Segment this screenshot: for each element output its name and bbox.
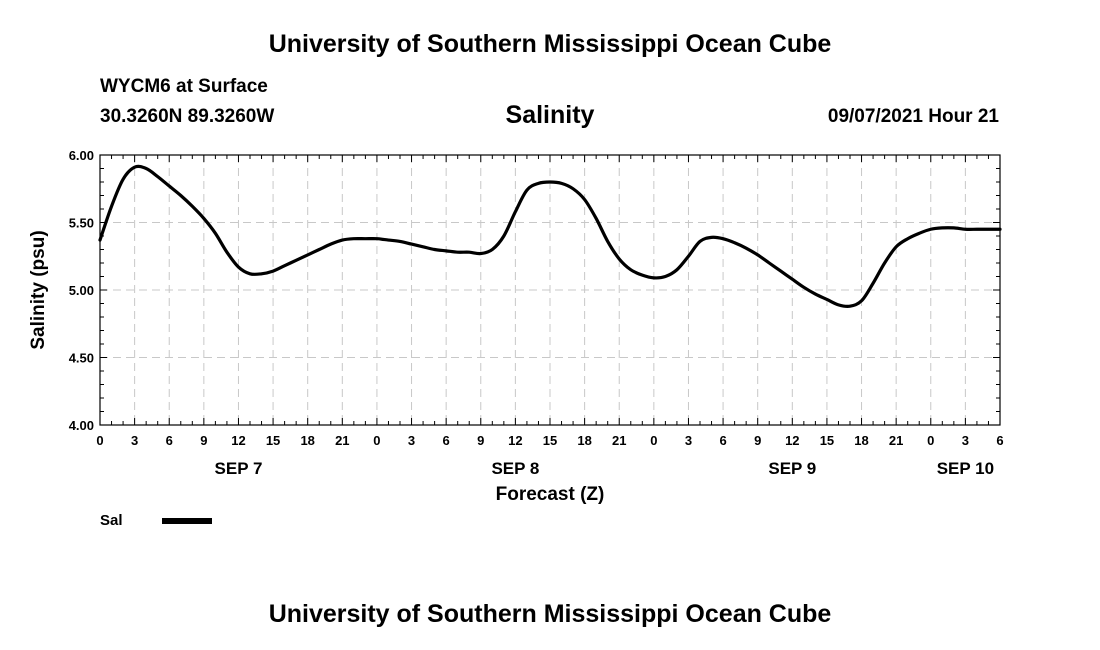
x-tick-label: 6 [166,433,173,448]
y-tick-label: 6.00 [69,148,94,163]
x-tick-label: 3 [685,433,692,448]
x-tick-label: 6 [443,433,450,448]
station-coords: 30.3260N 89.3260W [100,106,275,127]
x-tick-label: 3 [408,433,415,448]
x-tick-label: 21 [335,433,349,448]
x-tick-label: 6 [719,433,726,448]
x-tick-label: 18 [577,433,591,448]
x-tick-label: 0 [373,433,380,448]
x-tick-label: 9 [477,433,484,448]
series-line-sal [98,164,1002,309]
x-tick-label: 0 [96,433,103,448]
station-name: WYCM6 at Surface [100,76,268,97]
x-tick-label: 9 [754,433,761,448]
y-tick-label: 5.50 [69,216,94,231]
x-tick-label: 18 [300,433,314,448]
x-tick-label: 9 [200,433,207,448]
legend-layer: Sal [100,512,212,529]
x-tick-label: 3 [131,433,138,448]
x-tick-label: 15 [543,433,557,448]
axes-layer [99,154,1001,426]
y-tick-label: 5.00 [69,283,94,298]
x-tick-label: 18 [854,433,868,448]
x-tick-label: 0 [650,433,657,448]
x-axis-label: Forecast (Z) [496,484,605,505]
x-tick-label: 12 [508,433,522,448]
bottom-title: University of Southern Mississippi Ocean… [268,600,832,628]
x-tick-label: 21 [889,433,903,448]
day-label: SEP 9 [768,459,816,478]
y-axis-label: Salinity (psu) [28,230,49,349]
x-tick-label: 3 [962,433,969,448]
top-title: University of Southern Mississippi Ocean… [268,30,832,58]
x-tick-label: 21 [612,433,626,448]
x-tick-label: 6 [996,433,1003,448]
x-tick-label: 12 [785,433,799,448]
day-label: SEP 7 [215,459,263,478]
labels-layer: 4.00 4.50 5.00 5.50 6.00 0 3 6 9 12 15 18 21 0 3 6 9 12 15… [28,148,1004,505]
series-layer [98,164,1002,309]
day-label: SEP 10 [937,459,994,478]
y-tick-label: 4.00 [69,418,94,433]
grid-layer [100,155,1000,425]
x-tick-label: 12 [231,433,245,448]
day-label: SEP 8 [491,459,539,478]
y-tick-label: 4.50 [69,351,94,366]
x-tick-label: 0 [927,433,934,448]
run-time: 09/07/2021 Hour 21 [827,106,999,127]
x-tick-label: 15 [820,433,834,448]
legend-label: Sal [100,512,123,529]
x-tick-label: 15 [266,433,280,448]
chart-title: Salinity [505,101,595,129]
